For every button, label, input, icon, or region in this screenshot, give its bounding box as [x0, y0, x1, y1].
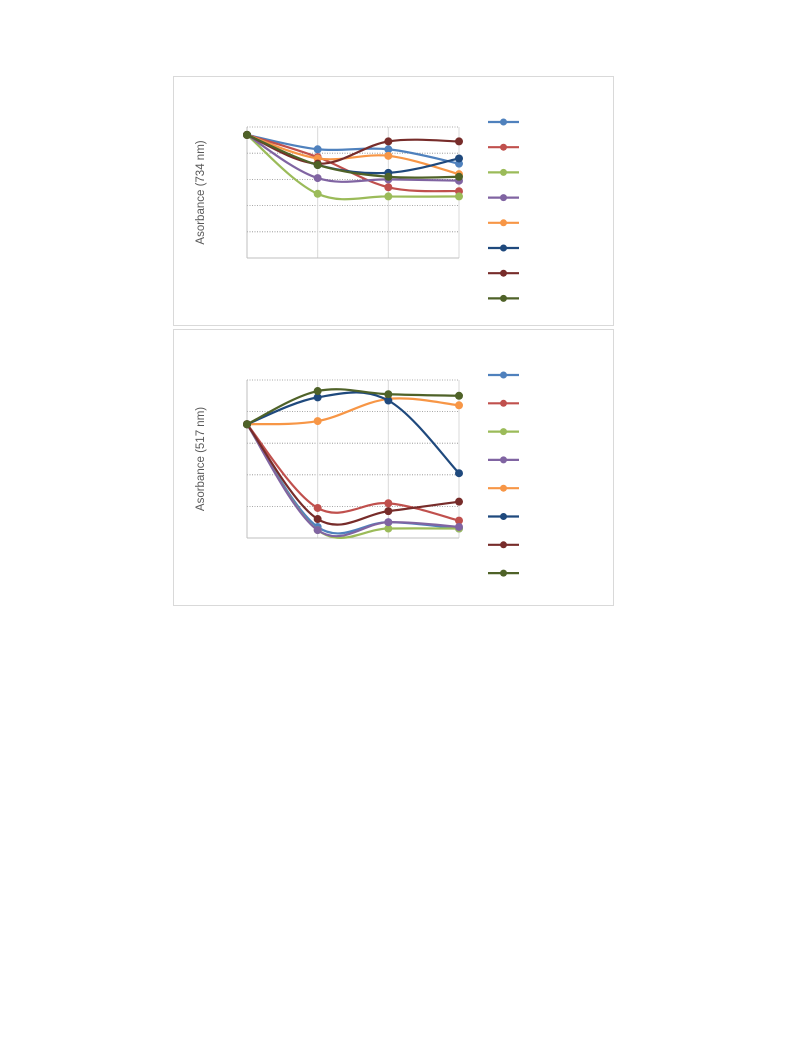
legend-marker-3 [500, 428, 507, 436]
legend-marker-7 [500, 269, 507, 277]
legend-marker-4 [500, 194, 507, 202]
legend-marker-2 [500, 399, 507, 407]
y-axis-title: Asorbance (517 nm) [195, 407, 207, 511]
data-point-s2-3 [384, 499, 393, 508]
chart-panel-517: Asorbance (517 nm) [173, 329, 614, 606]
data-point-s3-3 [384, 192, 393, 201]
data-point-s1-3 [384, 145, 393, 154]
data-point-s3-3 [384, 524, 393, 533]
series-line-5 [245, 133, 461, 176]
data-point-s8-4 [455, 172, 463, 181]
legend-marker-8 [500, 294, 507, 302]
series-line-7 [245, 423, 461, 526]
series-line-2 [245, 423, 461, 522]
data-point-s7-3 [384, 507, 393, 516]
chart-517nm: Asorbance (517 nm) [195, 371, 519, 577]
data-point-s5-4 [455, 401, 463, 410]
data-point-s6-4 [455, 154, 463, 163]
legend-marker-7 [500, 541, 507, 549]
series-line-2 [245, 133, 461, 193]
legend-marker-1 [500, 371, 507, 379]
data-point-s8-4 [455, 391, 463, 400]
series-line-7 [245, 133, 461, 165]
legend-marker-6 [500, 244, 507, 252]
series-line-8 [245, 133, 461, 179]
data-point-s6-3 [384, 396, 393, 405]
series-line-1 [245, 133, 461, 165]
series-line-3 [245, 133, 461, 201]
data-point-s8-1 [243, 420, 251, 429]
data-point-s4-3 [384, 518, 393, 527]
data-point-s8-3 [384, 390, 393, 399]
legend-marker-5 [500, 219, 507, 227]
data-point-s3-2 [313, 189, 322, 198]
legend-marker-4 [500, 456, 507, 464]
legend-marker-2 [500, 143, 507, 151]
legend-marker-8 [500, 569, 507, 577]
data-point-s2-3 [384, 183, 393, 192]
legend-marker-3 [500, 168, 507, 176]
data-point-s7-2 [313, 515, 322, 524]
data-point-s3-4 [455, 192, 463, 201]
legend-marker-6 [500, 513, 507, 520]
data-point-s8-1 [243, 130, 251, 139]
series-line-8 [245, 388, 461, 426]
data-point-s8-3 [384, 172, 393, 181]
series-line-5 [245, 397, 461, 426]
chart-734nm: Asorbance (734 nm) [195, 118, 519, 302]
data-point-s7-4 [455, 137, 463, 146]
data-point-s5-3 [384, 151, 393, 160]
data-point-s2-2 [313, 503, 322, 512]
data-point-s4-2 [313, 526, 322, 535]
legend-marker-5 [500, 484, 507, 492]
series-line-6 [245, 391, 461, 475]
data-point-s6-4 [455, 469, 463, 478]
data-point-s4-4 [455, 522, 463, 531]
data-point-s6-2 [313, 393, 322, 402]
data-point-s8-2 [313, 387, 322, 396]
series-line-4 [245, 133, 461, 183]
data-point-s8-2 [313, 160, 322, 169]
data-point-s5-2 [313, 417, 322, 426]
data-point-s7-3 [384, 137, 393, 146]
series-line-4 [245, 423, 461, 538]
data-point-s2-4 [455, 516, 463, 525]
data-point-s7-4 [455, 497, 463, 506]
data-point-s1-2 [313, 145, 322, 154]
data-point-s4-2 [313, 174, 322, 183]
chart-panel-734: Asorbance (734 nm) [173, 76, 614, 326]
legend-marker-1 [500, 118, 507, 126]
y-axis-title: Asorbance (734 nm) [195, 140, 207, 244]
